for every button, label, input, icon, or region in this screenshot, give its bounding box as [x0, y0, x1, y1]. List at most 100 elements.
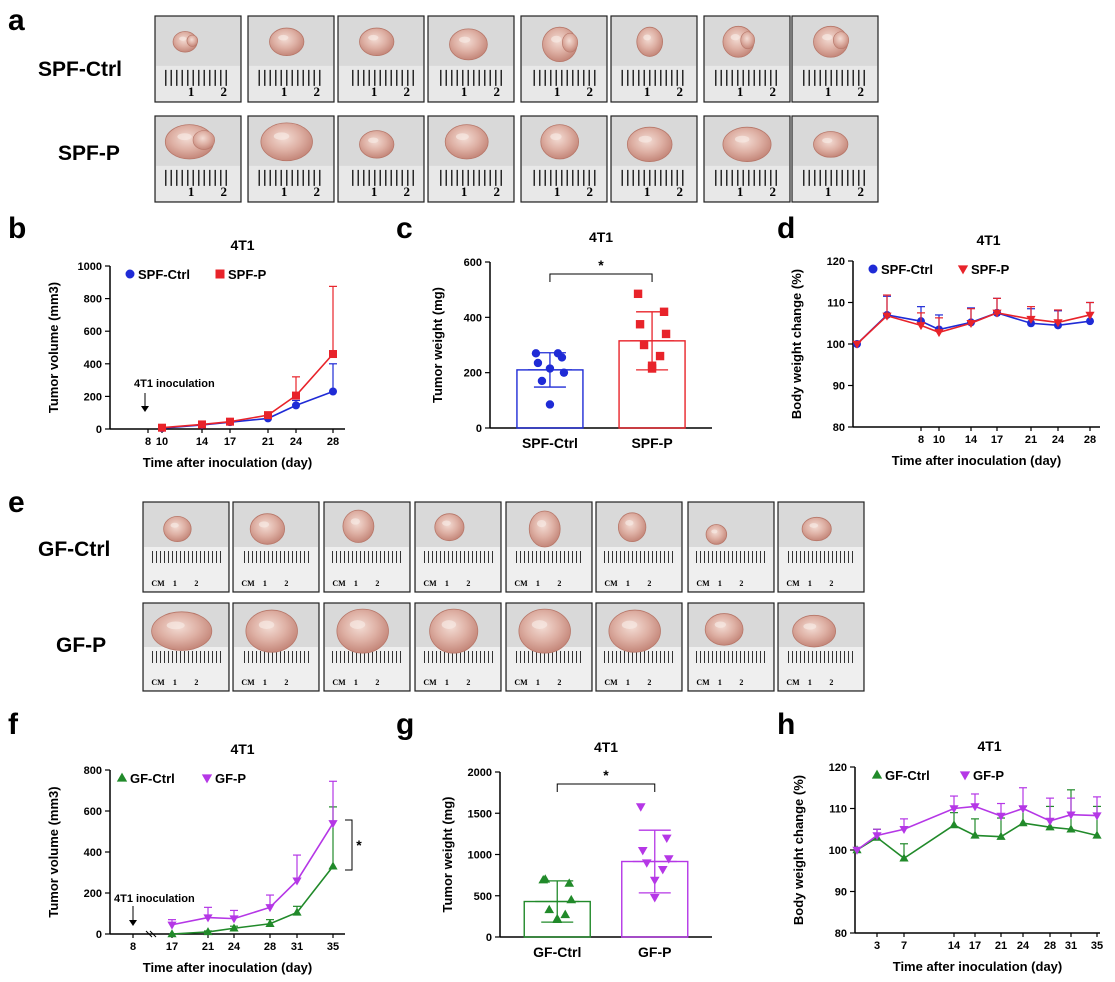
series-line [856, 822, 1098, 860]
data-point [661, 329, 671, 339]
y-tick-label: 0 [96, 424, 102, 436]
ruler-number-2: 2 [466, 678, 470, 687]
tumor-highlight [170, 522, 179, 528]
x-tick-label: 10 [933, 434, 945, 446]
y-tick-label: 400 [464, 312, 482, 324]
x-tick-label: 7 [901, 940, 907, 952]
x-tick-label: 14 [948, 940, 961, 952]
ruler-number-2: 2 [829, 579, 833, 588]
gf-ctrl-photo-2: CM 1 2 [232, 501, 320, 593]
tumor-highlight [258, 521, 270, 528]
ruler-number-2: 2 [314, 84, 321, 99]
tumor-specimen [813, 131, 849, 158]
ruler-ticks [531, 69, 597, 86]
legend-label: GF-Ctrl [130, 771, 175, 786]
tumor-highlight [714, 621, 727, 628]
data-point [1045, 822, 1055, 831]
series-spf-ctrl [158, 363, 337, 433]
ruler-number-2: 2 [770, 184, 777, 199]
ruler-number-2: 2 [375, 579, 379, 588]
bar-group-spf-ctrl [516, 349, 584, 429]
data-point [949, 805, 959, 814]
ruler-number-1: 1 [825, 184, 832, 199]
tumor-highlight [803, 623, 817, 630]
legend-label: SPF-Ctrl [881, 262, 933, 277]
legend-marker [201, 774, 213, 784]
significance-bracket [549, 273, 653, 282]
tumor-highlight [258, 620, 275, 630]
tumor-specimen [163, 516, 192, 543]
ruler-number-1: 1 [644, 84, 651, 99]
x-tick-label: 21 [262, 436, 274, 448]
tumor-highlight [531, 620, 548, 629]
data-point [226, 417, 234, 426]
data-point [852, 846, 862, 855]
ruler-number-1: 1 [188, 84, 195, 99]
ruler-number-1: 1 [173, 678, 177, 687]
data-point [639, 340, 649, 350]
ruler-number-2: 2 [375, 678, 379, 687]
ruler-number-2: 2 [739, 678, 743, 687]
gf-ctrl-photo-8: CM 1 2 [777, 501, 865, 593]
tumor-highlight [368, 34, 379, 41]
y-tick-label: 200 [84, 888, 102, 900]
ruler-number-1: 1 [808, 678, 812, 687]
y-tick-label: 600 [84, 326, 102, 338]
ruler-unit: CM [696, 678, 710, 687]
data-point [970, 830, 980, 839]
data-point [198, 420, 206, 429]
y-tick-label: 1500 [468, 808, 492, 820]
ruler-number-2: 2 [557, 678, 561, 687]
ruler-number-1: 1 [188, 184, 195, 199]
data-point [203, 927, 213, 936]
ruler-ticks [332, 651, 402, 663]
gf-ctrl-photo-7: CM 1 2 [687, 501, 775, 593]
data-point [966, 320, 976, 329]
tumor-highlight [621, 620, 638, 630]
data-point [899, 853, 909, 862]
data-point [292, 877, 302, 886]
panel-label-b: b [8, 212, 26, 245]
data-point [1066, 811, 1076, 820]
tumor-highlight [177, 133, 192, 141]
tumor-specimen [269, 27, 305, 56]
tumor-specimen [260, 122, 313, 162]
x-tick-label: 28 [1084, 434, 1096, 446]
x-tick-label: 21 [995, 940, 1007, 952]
gf-ctrl-photo-5: CM 1 2 [505, 501, 593, 593]
tumor-specimen [636, 26, 663, 57]
gf-p-photo-4: CM 1 2 [414, 602, 502, 692]
tumor-highlight [455, 133, 469, 141]
data-point [229, 923, 239, 932]
x-tick-label: 21 [202, 941, 214, 953]
tumor-specimen [449, 28, 488, 61]
tumor-specimen [528, 510, 561, 548]
data-point [564, 878, 575, 887]
data-point [934, 329, 944, 338]
y-tick-label: 90 [835, 887, 847, 899]
chart-title: 4T1 [976, 232, 1000, 248]
tumor-highlight [550, 133, 562, 141]
legend-label: SPF-Ctrl [138, 267, 190, 282]
tumor-lobe [192, 130, 215, 150]
tumor-specimen [608, 609, 661, 653]
gf-p-photo-3: CM 1 2 [323, 602, 411, 692]
panel-label-d: d [777, 212, 795, 245]
axis-break [149, 930, 157, 938]
data-point [292, 401, 300, 410]
ruler-ticks [332, 551, 402, 563]
x-tick-label: 8 [130, 941, 136, 953]
data-point [329, 387, 337, 396]
ruler-ticks [151, 551, 221, 563]
data-point [872, 832, 882, 841]
ruler-number-1: 1 [371, 84, 378, 99]
ruler-ticks [165, 69, 231, 86]
ruler-ticks [514, 651, 584, 663]
chart-b-tumor-volume-spf: 4T1 0 200 400 600 800 1000 8 10 14 17 21 24 28 Time af… [46, 237, 345, 470]
chart-d-body-weight-spf: 4T1 80 90 100 110 120 8 10 14 17 21 24 28 Time after … [789, 232, 1100, 468]
ruler-number-1: 1 [461, 84, 468, 99]
ruler-number-1: 1 [173, 579, 177, 588]
ruler-number-1: 1 [354, 678, 358, 687]
tumor-highlight [536, 520, 547, 528]
